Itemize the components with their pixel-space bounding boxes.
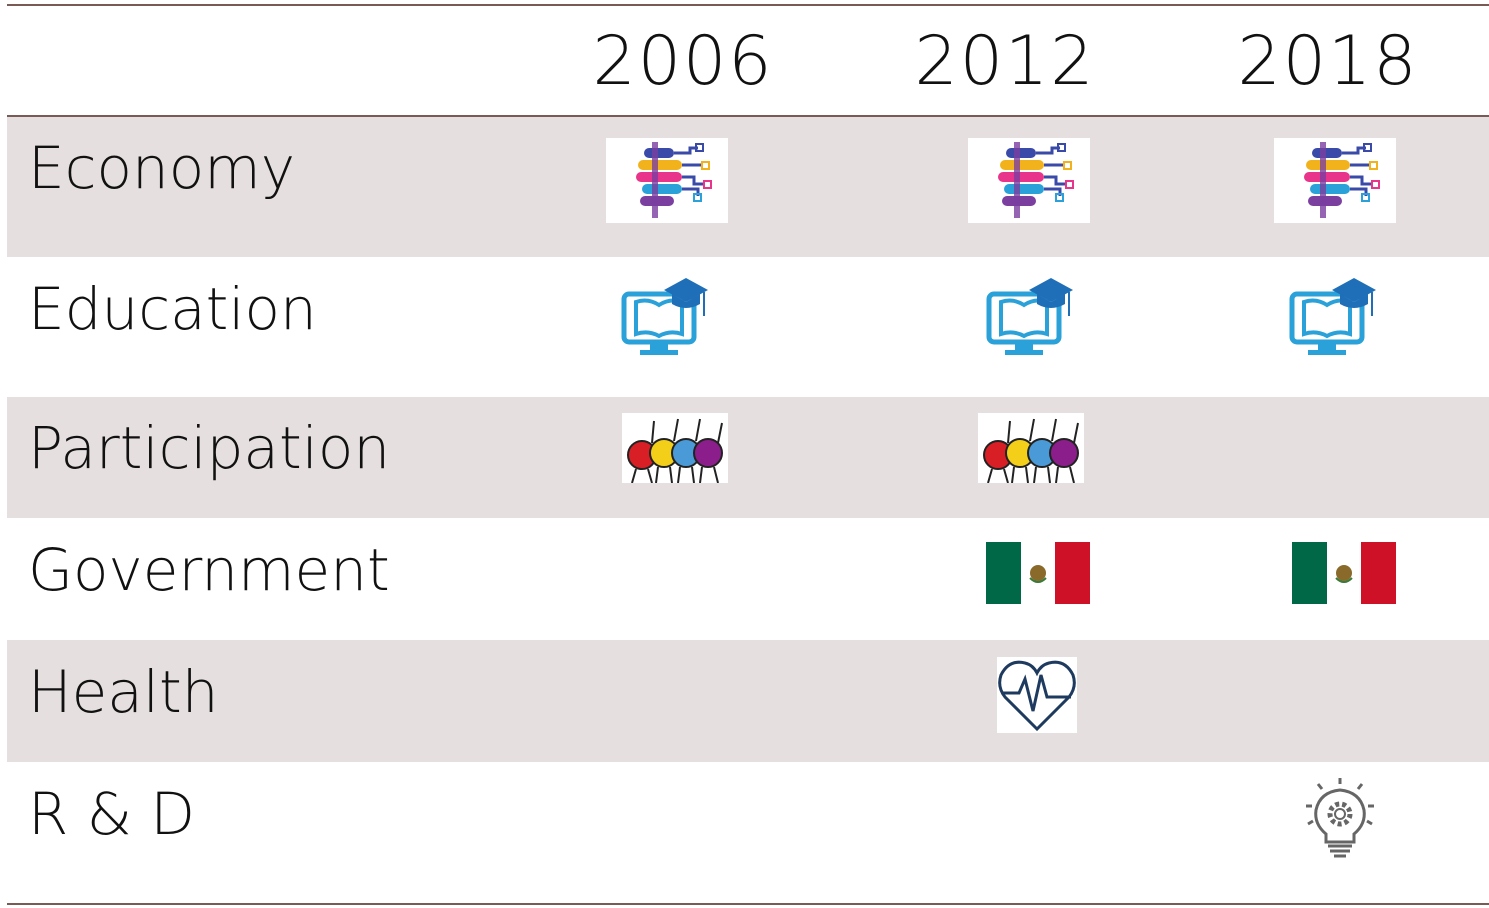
economy-icon <box>968 138 1090 223</box>
education-icon <box>989 278 1073 355</box>
row-backgrounds <box>7 117 1489 762</box>
rnd-icon <box>1306 778 1374 856</box>
row-label: Economy <box>28 134 295 202</box>
health-icon <box>997 657 1077 733</box>
row-label: R & D <box>28 780 195 848</box>
economy-icon <box>1274 138 1396 223</box>
row-shade <box>7 640 1489 762</box>
column-header: 2012 <box>914 22 1095 101</box>
participation-icon <box>622 413 728 483</box>
row-label: Health <box>28 658 218 726</box>
row-label: Education <box>28 275 317 343</box>
mexico-flag <box>986 542 1090 604</box>
row-shade <box>7 397 1489 518</box>
row-label: Participation <box>28 414 390 482</box>
economy-icon <box>606 138 728 223</box>
column-header: 2006 <box>592 22 773 101</box>
mexico-flag <box>1292 542 1396 604</box>
participation-icon <box>978 413 1084 483</box>
education-icon <box>1292 278 1376 355</box>
row-shade <box>7 117 1489 257</box>
column-header: 2018 <box>1237 22 1418 101</box>
row-label: Government <box>28 536 390 604</box>
education-icon <box>624 278 708 355</box>
